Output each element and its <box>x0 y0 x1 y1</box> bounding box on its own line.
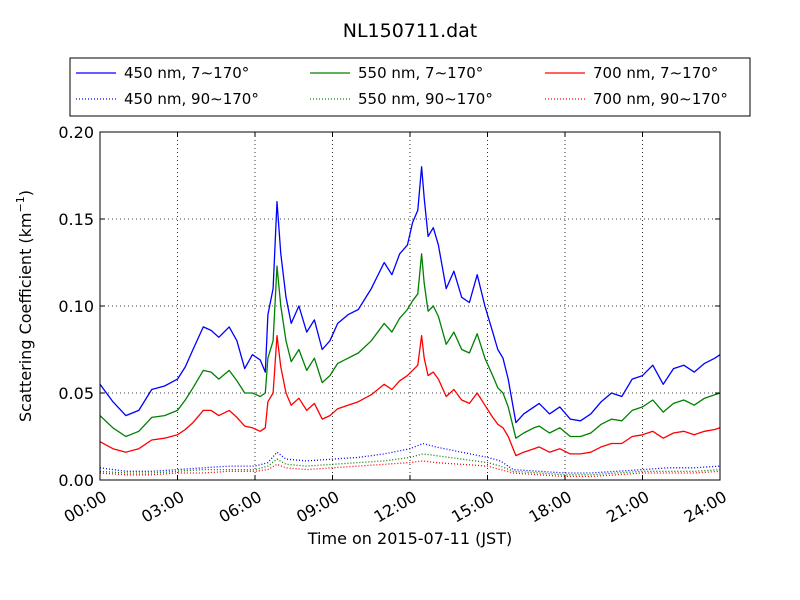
x-tick-label: 06:00 <box>216 487 265 527</box>
x-axis-label: Time on 2015-07-11 (JST) <box>307 529 512 548</box>
x-tick-label: 12:00 <box>371 487 420 527</box>
x-tick-label: 09:00 <box>293 487 342 527</box>
x-tick-label: 00:00 <box>61 487 110 527</box>
y-axis-label-close: ) <box>16 190 35 196</box>
series-group <box>99 166 721 478</box>
legend-label: 450 nm, 90∼170° <box>124 90 259 108</box>
legend-label: 450 nm, 7∼170° <box>124 64 249 82</box>
series-line <box>99 166 721 424</box>
legend: 450 nm, 7∼170° 550 nm, 7∼170° 700 nm, 7∼17… <box>76 64 728 108</box>
x-tick-label: 21:00 <box>603 487 652 527</box>
y-tick-label: 0.15 <box>58 210 94 229</box>
y-axis-label-exponent: −1 <box>14 196 27 212</box>
y-axis-label: Scattering Coefficient (km−1) <box>14 190 35 422</box>
legend-box <box>69 57 751 117</box>
y-tick-label: 0.00 <box>58 471 94 490</box>
legend-label: 700 nm, 7∼170° <box>593 64 718 82</box>
x-tick-label: 24:00 <box>681 487 730 527</box>
x-tick-label: 03:00 <box>138 487 187 527</box>
series-line <box>99 334 721 457</box>
y-axis-label-main: Scattering Coefficient (km <box>16 212 35 422</box>
axis-ticks: 00:00 03:00 06:00 09:00 12:00 15:00 18:00 21:00… <box>58 123 730 527</box>
series-line <box>99 453 721 476</box>
series-line <box>99 253 721 439</box>
x-tick-label: 18:00 <box>526 487 575 527</box>
series-line <box>99 442 721 474</box>
y-tick-label: 0.20 <box>58 123 94 142</box>
series-line <box>99 460 721 478</box>
legend-label: 550 nm, 7∼170° <box>358 64 483 82</box>
y-tick-label: 0.05 <box>58 384 94 403</box>
legend-label: 700 nm, 90∼170° <box>593 90 728 108</box>
grid <box>100 132 720 480</box>
chart-title: NL150711.dat <box>343 20 478 42</box>
legend-label: 550 nm, 90∼170° <box>358 90 493 108</box>
y-tick-label: 0.10 <box>58 297 94 316</box>
x-tick-label: 15:00 <box>448 487 497 527</box>
